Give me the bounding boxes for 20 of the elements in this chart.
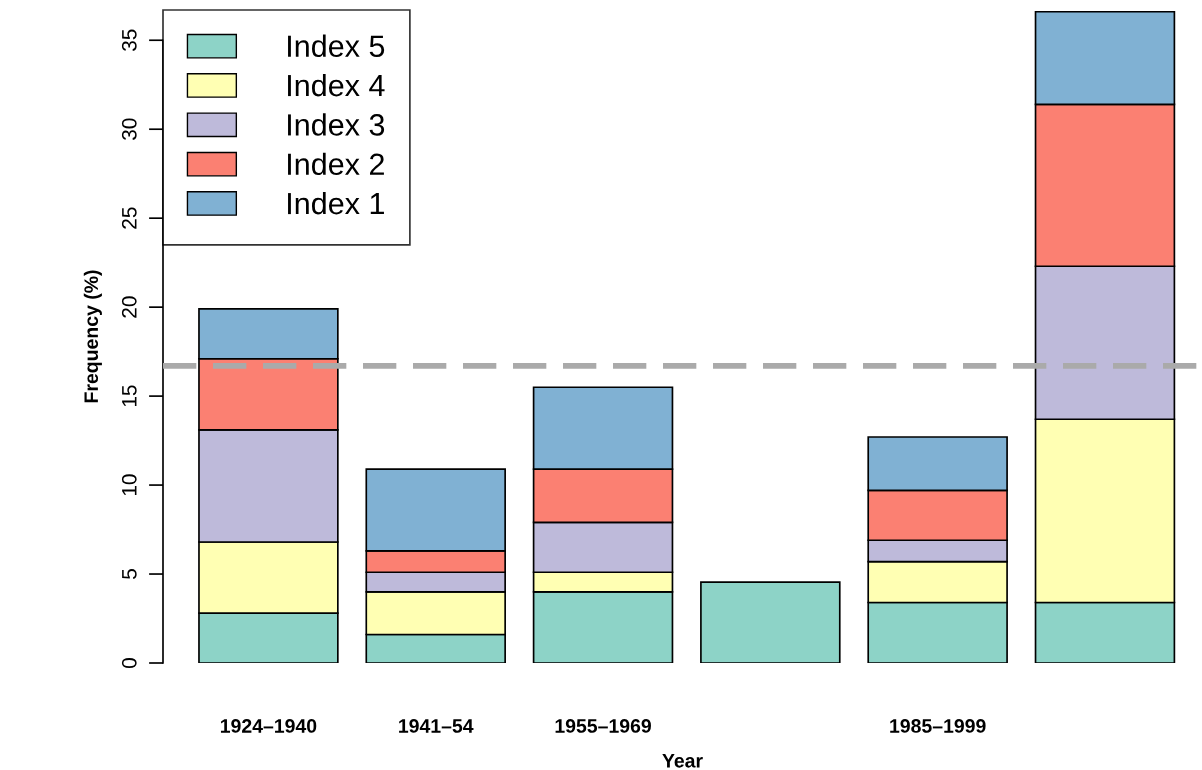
y-tick-label: 0 xyxy=(121,658,137,668)
y-tick-label: 15 xyxy=(122,385,137,407)
legend-label: Index 3 xyxy=(288,113,385,136)
y-axis-title: Frequency (%) xyxy=(83,270,102,403)
legend-label: Index 4 xyxy=(288,73,385,97)
bar xyxy=(700,581,841,663)
x-axis-title: Year xyxy=(662,754,703,768)
y-tick-label: 5 xyxy=(122,569,137,579)
x-tick-label: 1924–1940 xyxy=(220,719,317,733)
y-tick-label: 20 xyxy=(121,296,137,318)
legend-label: Index 2 xyxy=(288,152,384,176)
x-tick-label: 1985–1999 xyxy=(890,719,986,733)
x-tick-label: 1955–1969 xyxy=(555,719,651,733)
y-tick-label: 35 xyxy=(121,29,137,52)
y-tick-label: 25 xyxy=(121,207,137,229)
y-tick-label: 10 xyxy=(121,474,137,496)
x-tick-label: 1941–54 xyxy=(399,719,474,733)
legend-label: Index 1 xyxy=(288,191,384,215)
legend-label: Index 5 xyxy=(288,34,385,58)
y-tick-label: 30 xyxy=(121,118,137,140)
